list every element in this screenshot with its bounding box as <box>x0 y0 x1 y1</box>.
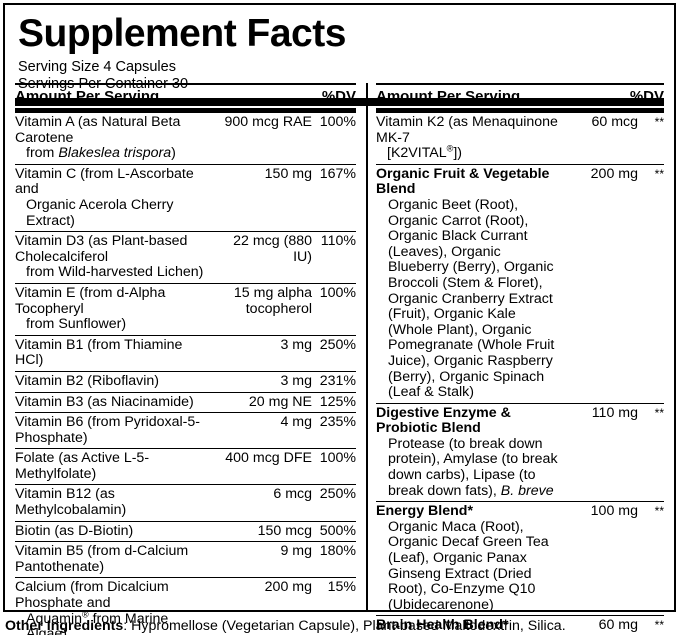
right-column-header: Amount Per Serving %DV <box>376 83 664 113</box>
ingredient-name: Vitamin B6 (from Pyridoxal-5-Phosphate) <box>15 414 201 446</box>
ingredient-name: Vitamin C (from L-Ascorbate and Organic A… <box>15 165 194 229</box>
left-ingredient-rows: Vitamin A (as Natural Beta Carotene from … <box>15 113 356 635</box>
ingredient-dv: 231% <box>319 372 356 389</box>
ingredient-amount: 400 mcg DFE <box>225 450 312 467</box>
table-row: Vitamin B3 (as Niacinamide) 20 mg NE 125% <box>15 393 356 414</box>
serving-size: Serving Size 4 Capsules <box>18 59 176 75</box>
table-row: Energy Blend* Organic Maca (Root), Organi… <box>376 502 664 617</box>
ingredient-amount: 200 mg <box>590 165 638 182</box>
columns-container: Amount Per Serving %DV Vitamin A (as Nat… <box>5 83 674 635</box>
ingredient-name: Vitamin B3 (as Niacinamide) <box>15 393 194 410</box>
ingredient-name: Vitamin B12 (as Methylcobalamin) <box>15 486 127 519</box>
other-ingredients: Other Ingredients: Hypromellose (Vegetar… <box>5 618 566 634</box>
ingredient-name: Vitamin A (as Natural Beta Carotene from … <box>15 114 181 162</box>
table-row: Vitamin B1 (from Thiamine HCl) 3 mg 250% <box>15 336 356 372</box>
table-row: Vitamin B12 (as Methylcobalamin) 6 mcg 250… <box>15 485 356 522</box>
right-ingredient-rows: Vitamin K2 (as Menaquinone MK-7 [K2VITAL®… <box>376 113 664 635</box>
ingredient-dv: 100% <box>319 284 356 301</box>
ingredient-name: Biotin (as D-Biotin) <box>15 522 134 539</box>
ingredient-name: Vitamin B1 (from Thiamine HCl) <box>15 336 183 369</box>
label-panel: Supplement Facts Serving Size 4 Capsules… <box>3 3 676 635</box>
ingredient-amount: 6 mcg <box>273 486 312 503</box>
ingredient-dv: ** <box>654 504 664 519</box>
ingredient-dv: 180% <box>319 543 356 560</box>
ingredient-name: Digestive Enzyme & Probiotic Blend Protea… <box>376 405 566 500</box>
ingredient-amount: 110 mg <box>591 404 638 421</box>
amount-per-serving-header-right: Amount Per Serving <box>376 88 521 105</box>
blend-ingredient-list: Organic Maca (Root), Organic Decaf Green… <box>388 518 549 613</box>
ingredient-amount: 9 mg <box>280 543 312 560</box>
ingredient-dv: 100% <box>319 114 356 130</box>
table-row: Vitamin E (from d-Alpha Tocopheryl from S… <box>15 284 356 336</box>
ingredient-amount: 4 mg <box>280 414 312 431</box>
table-row: Calcium (from Dicalcium Phosphate and Aqu… <box>15 578 356 635</box>
table-row: Biotin (as D-Biotin) 150 mcg 500% <box>15 522 356 543</box>
table-row: Vitamin B6 (from Pyridoxal-5-Phosphate) 4… <box>15 413 356 450</box>
table-row: Folate (as Active L-5-Methylfolate) 400 m… <box>15 449 356 486</box>
table-row: Vitamin D3 (as Plant-based Cholecalcifer… <box>15 232 356 284</box>
table-row: Vitamin C (from L-Ascorbate and Organic A… <box>15 165 356 233</box>
ingredient-amount: 200 mg <box>264 579 312 596</box>
ingredient-amount: 3 mg <box>280 336 312 353</box>
ingredient-name: Vitamin B5 (from d-Calcium Pantothenate) <box>15 543 189 575</box>
left-column-header: Amount Per Serving %DV <box>15 83 356 113</box>
ingredient-name: Vitamin B2 (Riboflavin) <box>15 372 160 389</box>
ingredient-dv: 125% <box>319 393 356 410</box>
table-row: Vitamin B2 (Riboflavin) 3 mg 231% <box>15 372 356 393</box>
blend-ingredient-list: Organic Ginkgo biloba (Leaf), Organic Gi… <box>376 633 562 635</box>
column-divider <box>366 83 368 610</box>
ingredient-dv: ** <box>654 166 664 181</box>
ingredient-amount: 150 mg <box>264 165 312 182</box>
table-row: Vitamin B5 (from d-Calcium Pantothenate)… <box>15 542 356 579</box>
ingredient-dv: ** <box>654 115 664 129</box>
ingredient-dv: 110% <box>320 233 356 250</box>
table-row: Vitamin A (as Natural Beta Carotene from … <box>15 113 356 165</box>
ingredient-dv: ** <box>654 618 664 633</box>
other-ingredients-value: : Hypromellose (Vegetarian Capsule), Pla… <box>123 618 566 634</box>
ingredient-amount: 3 mg <box>280 372 312 389</box>
ingredient-amount: 900 mcg RAE <box>224 114 312 130</box>
ingredient-dv: 500% <box>319 522 356 539</box>
ingredient-amount: 150 mcg <box>257 522 312 539</box>
ingredient-amount: 20 mg NE <box>248 393 312 410</box>
ingredient-name: Vitamin E (from d-Alpha Tocopheryl from S… <box>15 284 166 333</box>
ingredient-name: Folate (as Active L-5-Methylfolate) <box>15 450 150 482</box>
ingredient-dv: 235% <box>319 414 356 431</box>
table-row: Brain Health Blend*Organic Ginkgo biloba… <box>376 616 664 635</box>
ingredient-dv: ** <box>654 405 664 420</box>
dv-header-right: %DV <box>629 88 664 105</box>
table-row: Organic Fruit & Vegetable Blend Organic B… <box>376 165 664 404</box>
amount-per-serving-header: Amount Per Serving <box>15 88 160 105</box>
blend-ingredient-list: Organic Beet (Root), Organic Carrot (Roo… <box>388 196 555 401</box>
blend-ingredient-list: Protease (to break down protein), Amylas… <box>388 435 558 499</box>
ingredient-name: Organic Fruit & Vegetable Blend Organic B… <box>376 166 566 401</box>
ingredient-amount: 15 mg alpha tocopherol <box>233 284 312 317</box>
ingredient-amount: 60 mcg <box>591 114 638 130</box>
ingredient-name: Energy Blend* Organic Maca (Root), Organi… <box>376 503 566 613</box>
dv-header: %DV <box>321 88 356 105</box>
ingredient-name: Calcium (from Dicalcium Phosphate and Aqu… <box>15 579 169 635</box>
ingredient-dv: 100% <box>319 450 356 467</box>
left-column: Amount Per Serving %DV Vitamin A (as Nat… <box>5 83 366 635</box>
ingredient-name: Vitamin K2 (as Menaquinone MK-7 [K2VITAL®… <box>376 114 558 162</box>
ingredient-dv: 167% <box>319 165 356 182</box>
ingredient-amount: 22 mcg (880 IU) <box>233 233 312 265</box>
ingredient-name: Brain Health Blend*Organic Ginkgo biloba… <box>376 618 566 635</box>
right-column: Amount Per Serving %DV Vitamin K2 (as Me… <box>368 83 674 635</box>
table-row: Vitamin K2 (as Menaquinone MK-7 [K2VITAL®… <box>376 113 664 165</box>
ingredient-dv: 15% <box>327 579 356 596</box>
ingredient-dv: 250% <box>319 486 356 503</box>
ingredient-amount: 100 mg <box>590 503 638 520</box>
other-ingredients-label: Other Ingredients <box>5 618 124 634</box>
ingredient-amount: 60 mg <box>598 617 638 634</box>
page-title: Supplement Facts <box>18 12 346 55</box>
table-row: Digestive Enzyme & Probiotic Blend Protea… <box>376 404 664 503</box>
ingredient-dv: 250% <box>319 336 356 353</box>
header-divider-rule <box>15 98 664 106</box>
ingredient-name: Vitamin D3 (as Plant-based Cholecalcifer… <box>15 233 204 281</box>
